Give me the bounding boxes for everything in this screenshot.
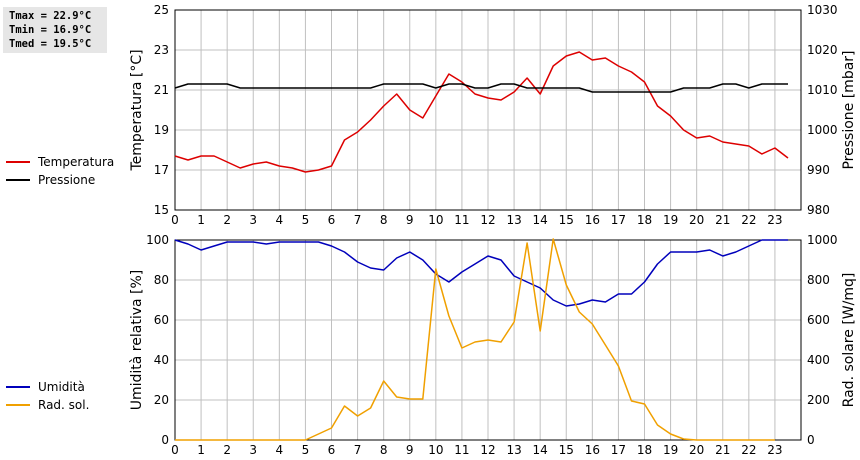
series-line-2-1 [174, 239, 788, 307]
chart-panel-2: 0 1 2 3 4 5 6 7 8 9 10 11 12 13 14 15 16 17 18 19 20 21 22 2302… [6, 233, 857, 457]
x-tick-label: 2 [223, 443, 231, 457]
legend-label: Temperatura [37, 155, 114, 169]
x-tick-label: 15 [559, 213, 574, 227]
x-tick-label: 0 [171, 443, 179, 457]
x-tick-label: 13 [506, 213, 521, 227]
x-tick-label: 16 [585, 213, 600, 227]
x-tick-label: 8 [380, 213, 388, 227]
y-tick-label: 20 [154, 393, 169, 407]
y-tick-label: 60 [154, 313, 169, 327]
x-tick-label: 11 [454, 213, 469, 227]
series-line-1-1 [174, 51, 789, 173]
x-tick-label: 2 [223, 213, 231, 227]
x-tick-label: 6 [328, 213, 336, 227]
x-tick-label: 7 [354, 443, 362, 457]
x-tick-label: 9 [406, 443, 414, 457]
y-tick-label: 25 [154, 3, 169, 17]
x-tick-label: 17 [611, 213, 626, 227]
y-tick-label: 40 [154, 353, 169, 367]
x-tick-label: 16 [585, 443, 600, 457]
x-tick-label: 6 [328, 443, 336, 457]
x-tick-label: 23 [767, 213, 782, 227]
stats-box: Tmax = 22.9°C Tmin = 16.9°C Tmed = 19.5°… [3, 7, 107, 53]
y2-tick-label: 400 [807, 353, 830, 367]
y-tick-label: 15 [154, 203, 169, 217]
x-tick-label: 3 [249, 213, 257, 227]
y2-tick-label: 1000 [807, 233, 838, 247]
x-tick-label: 9 [406, 213, 414, 227]
y2-tick-label: 1000 [807, 123, 838, 137]
y2-tick-label: 980 [807, 203, 830, 217]
y-tick-label: 19 [154, 123, 169, 137]
x-tick-label: 10 [428, 213, 443, 227]
y2-tick-label: 600 [807, 313, 830, 327]
chart-panel-1: 0 1 2 3 4 5 6 7 8 9 10 11 12 13 14 15 16 17 18 19 20 21 22 2315… [6, 3, 857, 227]
x-tick-label: 22 [741, 443, 756, 457]
x-tick-label: 7 [354, 213, 362, 227]
series-line-1-2 [174, 83, 788, 93]
x-tick-label: 10 [428, 443, 443, 457]
y-tick-label: 80 [154, 273, 169, 287]
tmed-label: Tmed = 19.5°C [9, 38, 92, 50]
plot-frame [174, 239, 802, 441]
x-tick-label: 22 [741, 213, 756, 227]
x-tick-label: 14 [533, 443, 548, 457]
legend-label: Umidità [38, 380, 85, 394]
x-tick-label: 15 [559, 443, 574, 457]
y2-tick-label: 0 [807, 433, 815, 447]
y2-tick-label: 990 [807, 163, 830, 177]
x-tick-label: 18 [637, 213, 652, 227]
y-axis-label: Temperatura [°C] [129, 49, 145, 171]
x-tick-label: 17 [611, 443, 626, 457]
x-tick-label: 3 [249, 443, 257, 457]
x-tick-label: 5 [302, 213, 310, 227]
x-tick-label: 8 [380, 443, 388, 457]
y2-tick-label: 1020 [807, 43, 838, 57]
series-line-2-2 [175, 238, 775, 441]
y2-axis-label: Rad. solare [W/mq] [841, 273, 857, 408]
x-tick-label: 18 [637, 443, 652, 457]
tmax-label: Tmax = 22.9°C [9, 10, 92, 22]
legend-label: Pressione [38, 173, 95, 187]
y-axis-label: Umidità relativa [%] [129, 270, 145, 411]
tmin-label: Tmin = 16.9°C [9, 24, 92, 36]
legend-label: Rad. sol. [38, 398, 89, 412]
y2-axis-label: Pressione [mbar] [841, 50, 857, 169]
x-tick-label: 19 [663, 213, 678, 227]
x-tick-label: 14 [533, 213, 548, 227]
y-tick-label: 100 [146, 233, 169, 247]
x-tick-label: 11 [454, 443, 469, 457]
y2-tick-label: 1010 [807, 83, 838, 97]
x-tick-label: 1 [197, 213, 205, 227]
x-tick-label: 0 [171, 213, 179, 227]
x-tick-label: 20 [689, 443, 704, 457]
x-tick-label: 4 [276, 213, 284, 227]
x-tick-label: 21 [715, 443, 730, 457]
x-tick-label: 12 [480, 213, 495, 227]
x-tick-label: 5 [302, 443, 310, 457]
y2-tick-label: 1030 [807, 3, 838, 17]
y2-tick-label: 200 [807, 393, 830, 407]
y-tick-label: 23 [154, 43, 169, 57]
x-tick-label: 19 [663, 443, 678, 457]
x-tick-label: 4 [276, 443, 284, 457]
x-tick-label: 12 [480, 443, 495, 457]
x-tick-label: 23 [767, 443, 782, 457]
x-tick-label: 21 [715, 213, 730, 227]
x-tick-label: 13 [506, 443, 521, 457]
y-tick-label: 0 [161, 433, 169, 447]
x-tick-label: 1 [197, 443, 205, 457]
y2-tick-label: 800 [807, 273, 830, 287]
plot-frame [174, 9, 802, 211]
y-tick-label: 17 [154, 163, 169, 177]
y-tick-label: 21 [154, 83, 169, 97]
x-tick-label: 20 [689, 213, 704, 227]
